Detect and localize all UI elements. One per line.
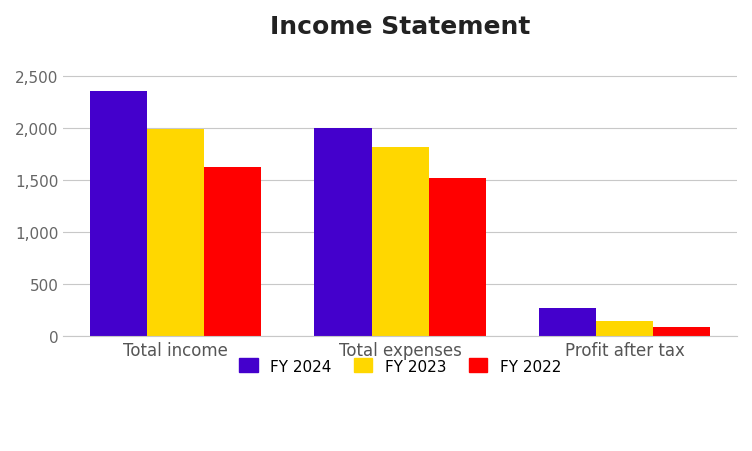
Bar: [371, 148, 429, 336]
Bar: [653, 327, 711, 336]
Bar: [147, 129, 204, 336]
Bar: [89, 92, 147, 336]
Bar: [596, 322, 653, 336]
Bar: [314, 129, 371, 336]
Legend: FY 2024, FY 2023, FY 2022: FY 2024, FY 2023, FY 2022: [233, 353, 567, 380]
Title: Income Statement: Income Statement: [270, 15, 530, 39]
Bar: [429, 178, 486, 336]
Bar: [204, 168, 261, 336]
Bar: [539, 308, 596, 336]
